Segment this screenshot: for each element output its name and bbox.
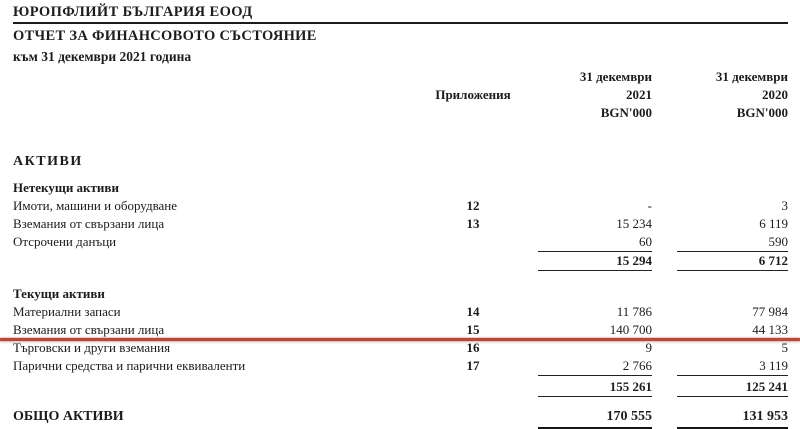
row-value-2021: 2 766 — [538, 357, 652, 376]
table-row: Имоти, машини и оборудване 12 - 3 — [13, 197, 788, 215]
row-note: 14 — [466, 304, 480, 319]
table-row: Отсрочени данъци 60 590 — [13, 233, 788, 251]
total-value-2020: 131 953 — [677, 407, 788, 429]
row-label: Вземания от свързани лица — [13, 322, 165, 337]
table-row: Вземания от свързани лица 13 15 234 6 11… — [13, 215, 788, 233]
period-currency-2021: BGN'000 — [600, 105, 652, 120]
row-value-2020: 6 119 — [759, 216, 788, 231]
period-month-2021: 31 декември — [579, 69, 652, 84]
column-headers: Приложения 31 декември 2021 BGN'000 31 д… — [13, 68, 788, 122]
column-header-2021: 31 декември 2021 BGN'000 — [538, 68, 652, 122]
total-value-2021: 170 555 — [538, 407, 652, 429]
row-value-2021: - — [647, 198, 652, 213]
noncurrent-subtotal-row: 15 294 6 712 — [13, 251, 788, 271]
table-row: Парични средства и парични еквиваленти 1… — [13, 357, 788, 376]
subtotal-label-empty — [13, 378, 428, 397]
current-assets-header: Текущи активи — [13, 286, 105, 301]
row-value-2021: 140 700 — [609, 322, 652, 337]
subtotal-value-2021: 15 294 — [538, 251, 652, 271]
subtotal-value-2020: 125 241 — [677, 378, 788, 397]
row-value-2020: 77 984 — [752, 304, 788, 319]
period-year-2021: 2021 — [626, 87, 652, 102]
row-label: Търговски и други вземания — [13, 340, 171, 355]
empty-header-cell — [13, 68, 428, 122]
period-currency-2020: BGN'000 — [736, 105, 788, 120]
company-name: ЮРОПФЛИЙТ БЪЛГАРИЯ ЕООД — [13, 4, 788, 24]
period-month-2020: 31 декември — [715, 69, 788, 84]
row-value-2020: 3 — [781, 198, 789, 213]
row-value-2021: 11 786 — [616, 304, 652, 319]
subtotal-label-empty — [13, 251, 428, 271]
row-note: 17 — [466, 358, 480, 373]
total-note-empty — [428, 407, 518, 429]
notes-column-header: Приложения — [435, 87, 511, 102]
document-title: ОТЧЕТ ЗА ФИНАНСОВОТО СЪСТОЯНИЕ — [13, 28, 317, 44]
column-header-2020: 31 декември 2020 BGN'000 — [677, 68, 788, 122]
row-label: Отсрочени данъци — [13, 234, 117, 249]
row-value-2020: 44 133 — [752, 322, 788, 337]
row-value-2020: 590 — [768, 234, 789, 249]
row-value-2021: 60 — [639, 234, 652, 249]
noncurrent-assets-header: Нетекущи активи — [13, 180, 119, 195]
current-subtotal-row: 155 261 125 241 — [13, 378, 788, 397]
subtotal-note-empty — [428, 378, 518, 397]
row-value-2021: 15 234 — [616, 216, 652, 231]
total-assets-row: ОБЩО АКТИВИ 170 555 131 953 — [13, 407, 788, 429]
document-date: към 31 декември 2021 година — [13, 49, 192, 64]
row-value-2020: 3 119 — [677, 357, 788, 376]
row-label: Имоти, машини и оборудване — [13, 198, 178, 213]
row-label: Вземания от свързани лица — [13, 216, 165, 231]
row-note — [428, 233, 518, 251]
assets-section-title: АКТИВИ — [13, 154, 83, 169]
period-year-2020: 2020 — [762, 87, 788, 102]
row-value-2020: 5 — [781, 340, 789, 355]
document-header: ЮРОПФЛИЙТ БЪЛГАРИЯ ЕООД ОТЧЕТ ЗА ФИНАНСО… — [13, 4, 788, 65]
subtotal-value-2021: 155 261 — [538, 378, 652, 397]
red-annotation-line — [0, 338, 800, 341]
row-note: 16 — [466, 340, 480, 355]
row-note: 12 — [466, 198, 480, 213]
subtotal-value-2020: 6 712 — [677, 251, 788, 271]
row-note: 13 — [466, 216, 480, 231]
subtotal-note-empty — [428, 251, 518, 271]
row-label: Парични средства и парични еквиваленти — [13, 358, 246, 373]
table-row-highlighted: Вземания от свързани лица 15 140 700 44 … — [0, 321, 800, 341]
row-note: 15 — [466, 322, 480, 337]
table-row: Материални запаси 14 11 786 77 984 — [13, 303, 788, 321]
total-label: ОБЩО АКТИВИ — [13, 409, 124, 424]
table-row: Търговски и други вземания 16 9 5 — [13, 339, 788, 357]
row-value-2021: 9 — [645, 340, 653, 355]
row-label: Материални запаси — [13, 304, 121, 319]
